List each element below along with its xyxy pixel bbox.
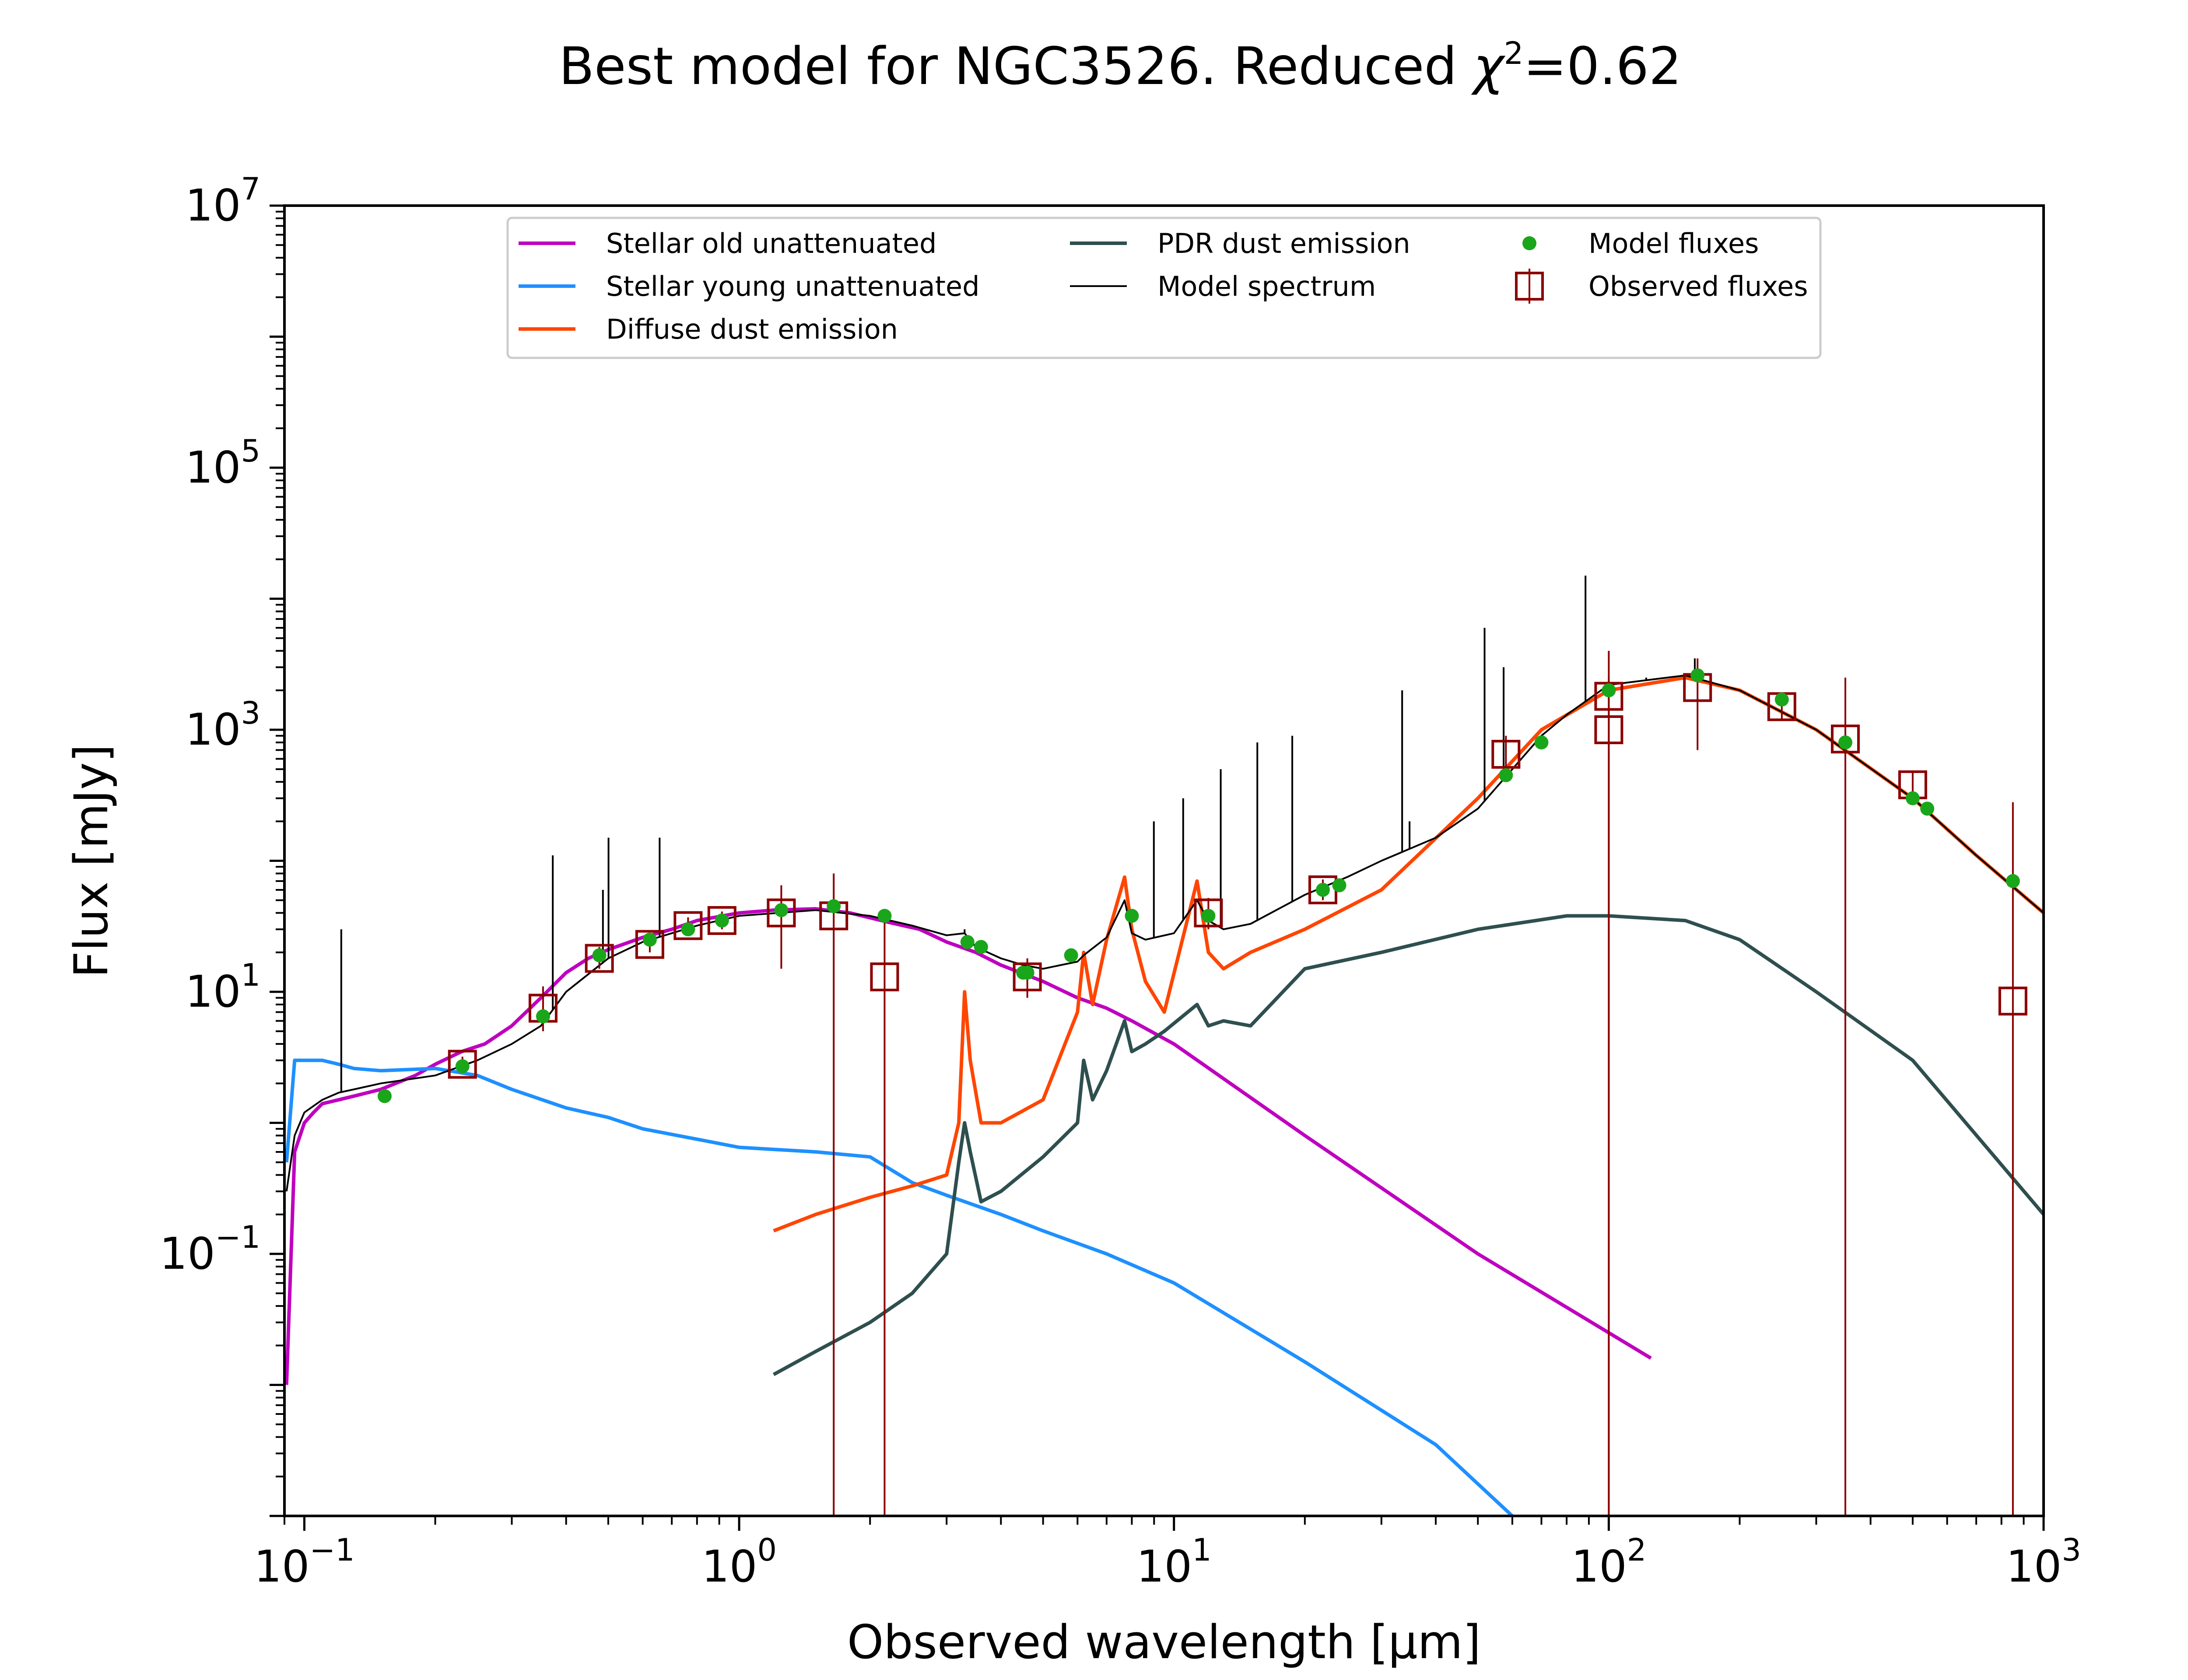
series-line-3 bbox=[773, 676, 2044, 1233]
y-tick-label: 107 bbox=[185, 171, 260, 231]
observed-flux-marker bbox=[1998, 987, 2027, 1016]
y-tick-label: 105 bbox=[185, 433, 260, 493]
model-flux-point bbox=[1690, 668, 1705, 682]
series-line-5 bbox=[285, 674, 2044, 1192]
observed-flux-marker bbox=[1194, 898, 1223, 928]
model-flux-point bbox=[1838, 735, 1852, 750]
legend-frame bbox=[506, 217, 1822, 359]
model-flux-point bbox=[960, 935, 975, 949]
legend-label: Stellar old unattenuated bbox=[606, 228, 936, 259]
model-flux-point bbox=[827, 899, 841, 914]
model-flux-point bbox=[1315, 882, 1330, 897]
legend-label: Observed fluxes bbox=[1588, 270, 1808, 302]
model-flux-point bbox=[1534, 735, 1549, 750]
legend-label: Model spectrum bbox=[1157, 270, 1376, 302]
model-flux-point bbox=[2006, 874, 2020, 888]
observed-flux-marker bbox=[1830, 724, 1860, 754]
model-flux-point bbox=[377, 1089, 392, 1103]
observed-flux-marker bbox=[673, 911, 703, 940]
model-flux-point bbox=[1905, 791, 1920, 805]
legend-handle-dot bbox=[1522, 236, 1536, 250]
model-flux-point bbox=[1020, 966, 1034, 980]
observed-flux-marker bbox=[585, 944, 614, 973]
model-flux-point bbox=[1201, 909, 1216, 923]
model-flux-point bbox=[1920, 802, 1935, 816]
model-flux-point bbox=[715, 914, 729, 928]
model-flux-point bbox=[681, 922, 695, 937]
legend-label: Model fluxes bbox=[1588, 228, 1759, 259]
model-flux-point bbox=[877, 909, 892, 923]
x-tick-label: 103 bbox=[2006, 1532, 2081, 1592]
legend-label: PDR dust emission bbox=[1157, 228, 1410, 259]
x-tick-label: 10−1 bbox=[254, 1532, 354, 1592]
legend: Stellar old unattenuated Stellar young un… bbox=[506, 217, 1822, 359]
x-tick-label: 100 bbox=[701, 1532, 777, 1592]
y-tick-label: 101 bbox=[185, 957, 260, 1017]
observed-flux-marker bbox=[707, 906, 736, 935]
legend-label: Diffuse dust emission bbox=[606, 313, 898, 345]
observed-flux-marker bbox=[448, 1050, 477, 1079]
model-flux-point bbox=[1064, 948, 1078, 962]
y-axis-label: Flux [mJy] bbox=[64, 744, 118, 978]
observed-flux-marker bbox=[1594, 682, 1623, 711]
x-tick-label: 102 bbox=[1571, 1532, 1646, 1592]
observed-flux-marker bbox=[635, 930, 664, 959]
observed-flux-marker bbox=[870, 962, 899, 991]
series-line-4 bbox=[772, 914, 2044, 1376]
model-flux-point bbox=[1602, 683, 1616, 697]
y-tick-label: 103 bbox=[185, 695, 260, 755]
chart-title: Best model for NGC3526. Reduced χ2=0.62 bbox=[559, 35, 1682, 96]
model-flux-point bbox=[1332, 878, 1346, 892]
y-tick-label: 10−1 bbox=[160, 1219, 260, 1279]
model-flux-point bbox=[1774, 692, 1789, 707]
model-flux-point bbox=[592, 948, 607, 962]
model-flux-point bbox=[774, 903, 789, 917]
model-flux-point bbox=[455, 1059, 470, 1074]
plot-content bbox=[284, 575, 2044, 1516]
model-flux-point bbox=[1499, 768, 1513, 782]
axes: 10−1 100 101 102 103 10−1 101 103 105 107 bbox=[160, 171, 2081, 1592]
model-flux-point bbox=[1125, 909, 1139, 923]
x-axis-label: Observed wavelength [μm] bbox=[847, 1615, 1481, 1669]
observed-flux-marker bbox=[1013, 962, 1042, 991]
x-tick-label: 101 bbox=[1136, 1532, 1212, 1592]
model-flux-point bbox=[974, 940, 988, 954]
model-flux-point bbox=[642, 932, 657, 947]
model-flux-point bbox=[536, 1009, 550, 1024]
legend-handle-square bbox=[1515, 272, 1544, 301]
legend-label: Stellar young unattenuated bbox=[606, 270, 979, 302]
observed-flux-marker bbox=[767, 898, 796, 928]
observed-flux-marker bbox=[1594, 715, 1623, 744]
observed-flux-marker bbox=[1491, 740, 1521, 769]
